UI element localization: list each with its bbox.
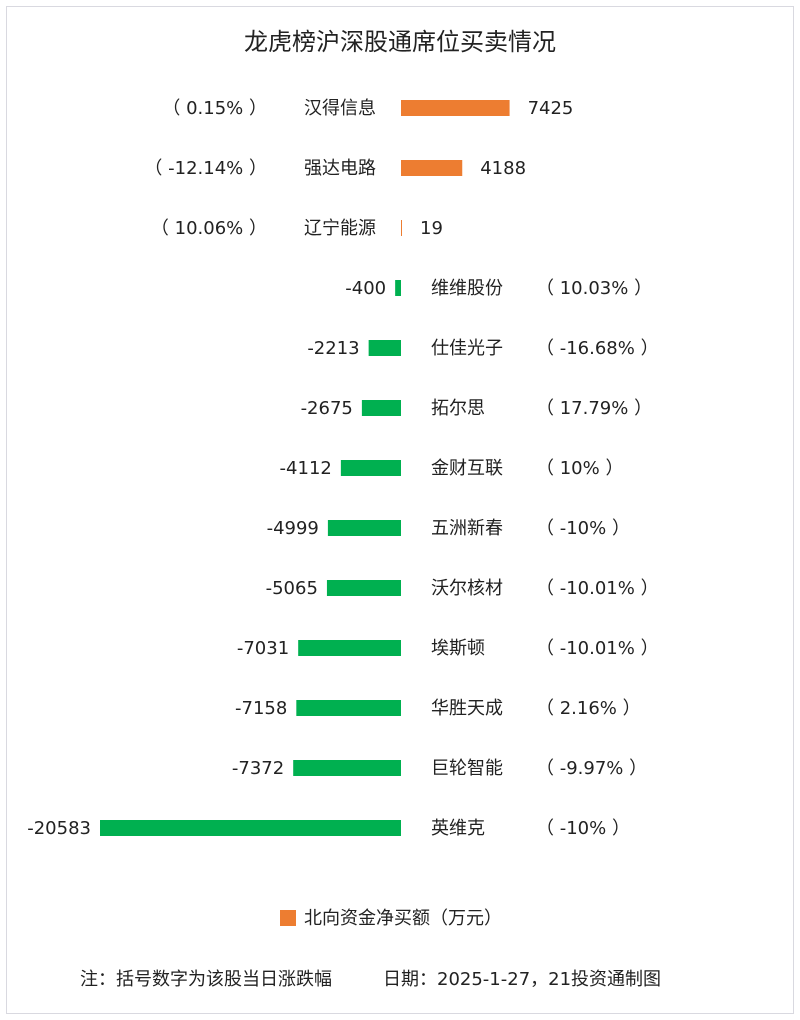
category-label: 辽宁能源 bbox=[304, 218, 376, 239]
category-label: 埃斯顿 bbox=[431, 638, 485, 659]
value-label: -7372 bbox=[232, 758, 284, 779]
value-label: -20583 bbox=[27, 818, 91, 839]
pct-label: （ 10.06% ） bbox=[151, 218, 267, 239]
bar-12 bbox=[100, 820, 401, 836]
labels-layer: 汉得信息 （ 0.15% ） 7425 强达电路 （ -12.14% ） 4188 辽宁能源… bbox=[27, 98, 658, 839]
bar-10 bbox=[296, 700, 401, 716]
category-label: 华胜天成 bbox=[431, 698, 503, 719]
pct-label: （ 2.16% ） bbox=[536, 698, 641, 719]
bar-0 bbox=[401, 100, 510, 116]
bar-4 bbox=[368, 340, 401, 356]
legend: 北向资金净买额（万元） bbox=[280, 908, 502, 929]
bar-6 bbox=[340, 460, 401, 476]
value-label: -2675 bbox=[301, 398, 353, 419]
footer-note: 注：括号数字为该股当日涨跌幅 bbox=[80, 969, 332, 990]
chart-title: 龙虎榜沪深股通席位买卖情况 bbox=[244, 28, 556, 56]
value-label: -4999 bbox=[267, 518, 319, 539]
value-label: 19 bbox=[420, 218, 443, 239]
pct-label: （ -10.01% ） bbox=[536, 638, 659, 659]
chart-frame bbox=[6, 6, 794, 1014]
bar-11 bbox=[293, 760, 401, 776]
category-label: 五洲新春 bbox=[431, 518, 503, 539]
value-label: -5065 bbox=[266, 578, 318, 599]
pct-label: （ -16.68% ） bbox=[536, 338, 659, 359]
legend-swatch bbox=[280, 910, 296, 926]
footer-date-source: 日期：2025-1-27，21投资通制图 bbox=[383, 969, 661, 990]
category-label: 仕佳光子 bbox=[431, 338, 503, 359]
category-label: 汉得信息 bbox=[304, 98, 376, 119]
pct-label: （ -10% ） bbox=[536, 818, 630, 839]
value-label: 4188 bbox=[480, 158, 526, 179]
category-label: 强达电路 bbox=[304, 158, 376, 179]
value-label: 7425 bbox=[528, 98, 574, 119]
bar-5 bbox=[361, 400, 401, 416]
bar-7 bbox=[327, 520, 401, 536]
bar-1 bbox=[401, 160, 463, 176]
pct-label: （ 10% ） bbox=[536, 458, 623, 479]
category-label: 拓尔思 bbox=[431, 398, 485, 419]
value-label: -4112 bbox=[280, 458, 332, 479]
pct-label: （ -12.14% ） bbox=[144, 158, 267, 179]
pct-label: （ -10% ） bbox=[536, 518, 630, 539]
pct-label: （ 17.79% ） bbox=[536, 398, 652, 419]
pct-label: （ -9.97% ） bbox=[536, 758, 647, 779]
category-label: 英维克 bbox=[431, 818, 485, 839]
category-label: 金财互联 bbox=[431, 458, 503, 479]
bar-3 bbox=[395, 280, 401, 296]
value-label: -400 bbox=[345, 278, 386, 299]
category-label: 巨轮智能 bbox=[431, 758, 503, 779]
pct-label: （ 10.03% ） bbox=[536, 278, 652, 299]
pct-label: （ 0.15% ） bbox=[162, 98, 267, 119]
bars-layer bbox=[100, 100, 510, 836]
category-label: 沃尔核材 bbox=[431, 578, 503, 599]
value-label: -2213 bbox=[307, 338, 359, 359]
value-label: -7031 bbox=[237, 638, 289, 659]
category-label: 维维股份 bbox=[431, 278, 503, 299]
legend-label: 北向资金净买额（万元） bbox=[304, 908, 502, 929]
value-label: -7158 bbox=[235, 698, 287, 719]
pct-label: （ -10.01% ） bbox=[536, 578, 659, 599]
bar-2 bbox=[401, 220, 402, 236]
bar-8 bbox=[326, 580, 401, 596]
bar-9 bbox=[298, 640, 401, 656]
